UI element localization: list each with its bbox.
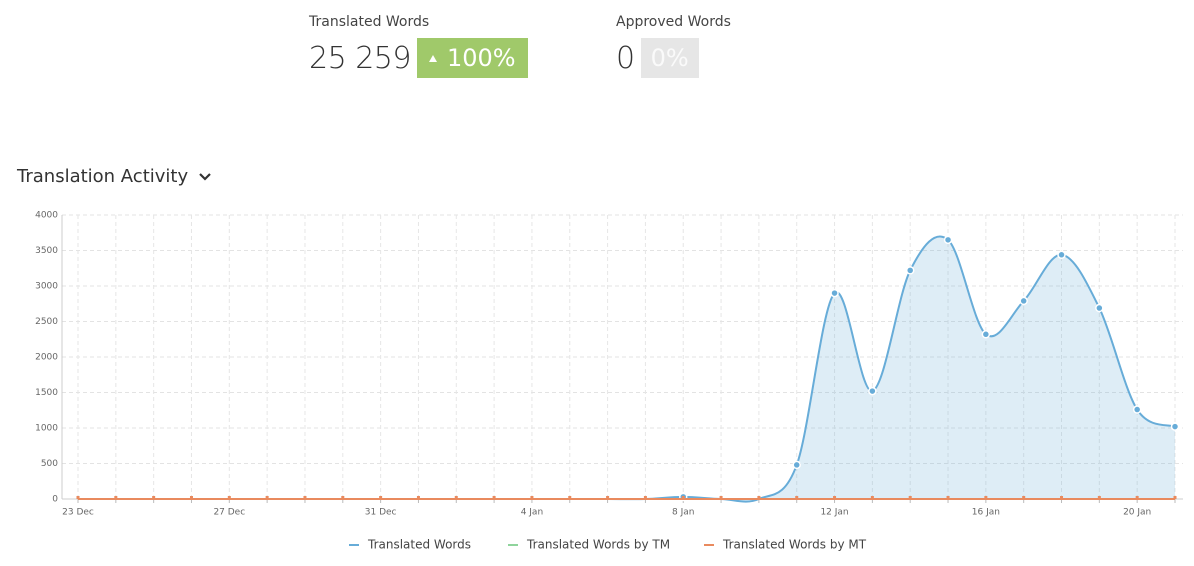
x-tick-label: 31 Dec — [365, 508, 397, 518]
point — [681, 496, 685, 499]
area — [78, 236, 1175, 502]
point — [568, 496, 572, 499]
y-tick-label: 1000 — [35, 424, 58, 434]
stat-approved: Approved Words 0 0% — [616, 14, 731, 78]
point — [795, 496, 799, 499]
point — [830, 288, 839, 298]
chart: 0 500 1000 1500 2000 2500 3000 3500 4000 23 Dec 27… — [35, 211, 1183, 552]
stat-translated: Translated Words 25 259 100% — [309, 14, 528, 78]
up-arrow — [428, 54, 437, 62]
point — [416, 496, 420, 499]
stat-value: 0 — [616, 40, 635, 76]
stat-change: 100% — [416, 38, 528, 78]
point — [1135, 496, 1139, 499]
point — [905, 266, 915, 275]
x-tick-label: 20 Jan — [1123, 508, 1151, 518]
point — [792, 460, 801, 470]
point — [719, 496, 723, 499]
x-tick-label: 16 Jan — [972, 508, 1000, 518]
point — [1173, 496, 1177, 499]
y-tick-label: 2500 — [35, 317, 58, 327]
point — [1095, 303, 1104, 313]
point — [1060, 496, 1064, 499]
point — [152, 496, 156, 499]
point — [833, 496, 837, 499]
point — [943, 235, 953, 245]
x-tick-label: 27 Dec — [213, 508, 245, 518]
x-tick-label: 8 Jan — [672, 508, 694, 518]
point — [76, 496, 80, 499]
stat-label: Translated Words — [309, 14, 430, 30]
y-tick-label: 0 — [52, 495, 58, 505]
point — [227, 496, 231, 499]
point — [757, 496, 761, 499]
point — [868, 386, 877, 396]
stat-change-text: 0% — [650, 44, 689, 72]
legend-item: Translated Words by TM — [508, 538, 670, 552]
y-tick-label: 1500 — [35, 388, 58, 398]
legend-item: Translated Words — [349, 538, 471, 552]
legend-label: Translated Words by TM — [526, 538, 670, 552]
point — [379, 496, 383, 499]
stat-label: Approved Words — [616, 14, 731, 30]
legend-item: Translated Words by MT — [704, 538, 867, 552]
legend-label: Translated Words — [367, 538, 471, 552]
legend-label: Translated Words by MT — [722, 538, 867, 552]
point — [1170, 422, 1180, 431]
point — [1019, 296, 1028, 306]
point — [870, 496, 874, 499]
point — [341, 496, 345, 499]
y-tick-label: 3500 — [35, 246, 58, 256]
y-tick-label: 3000 — [35, 282, 58, 292]
point — [946, 496, 950, 499]
chart-title: Translation Activity — [17, 166, 189, 187]
point — [643, 496, 647, 499]
y-tick-label: 4000 — [35, 211, 58, 221]
point — [303, 496, 307, 499]
point — [1132, 405, 1142, 414]
y-tick-label: 2000 — [35, 353, 58, 363]
point — [1022, 496, 1026, 499]
y-tick-label: 500 — [41, 459, 58, 469]
point — [454, 496, 458, 499]
x-tick-label: 12 Jan — [820, 508, 848, 518]
point — [114, 496, 118, 499]
point — [606, 496, 610, 499]
chart-header[interactable]: Translation Activity — [17, 166, 212, 187]
stat-change-text: 100% — [446, 44, 516, 72]
point — [492, 496, 496, 499]
x-tick-label: 23 Dec — [62, 508, 94, 518]
point — [530, 496, 534, 499]
point — [189, 496, 193, 499]
point — [984, 496, 988, 499]
stat-value: 25 259 — [309, 40, 411, 76]
point — [908, 496, 912, 499]
point — [265, 496, 269, 499]
point — [1097, 496, 1101, 499]
x-tick-label: 4 Jan — [521, 508, 543, 518]
dropdown-chevron[interactable] — [198, 172, 212, 182]
point — [1057, 250, 1066, 260]
stat-change: 0% — [640, 38, 699, 78]
point — [981, 330, 991, 339]
